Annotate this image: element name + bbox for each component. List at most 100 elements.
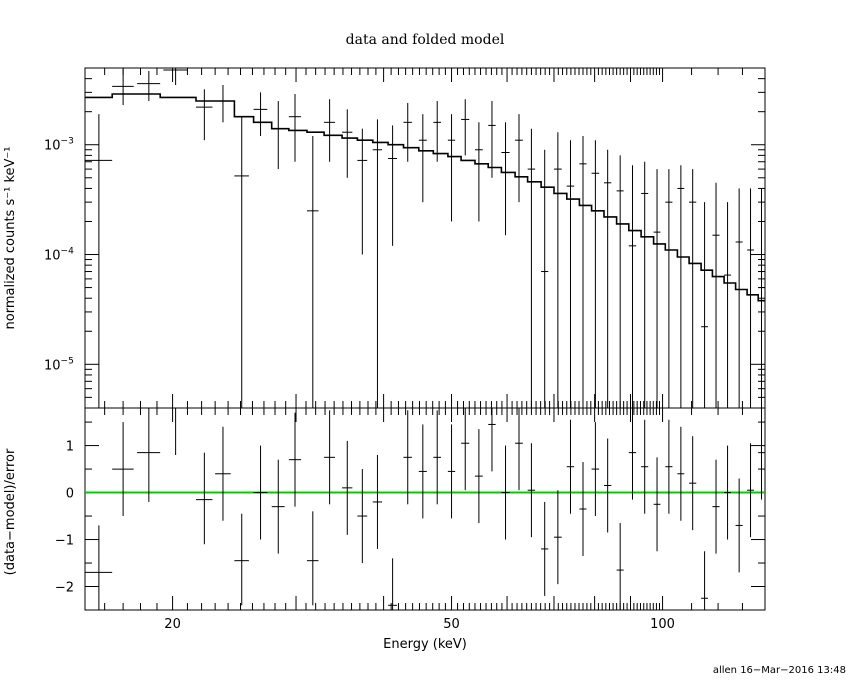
data-point bbox=[527, 128, 536, 408]
data-point bbox=[271, 101, 285, 170]
bottom-ytick-labels: 1 0 −1 −2 bbox=[55, 440, 74, 596]
data-point bbox=[603, 149, 612, 408]
bottom-panel: 1 0 −1 −2 20 50 100 (data−model)/error Energy… bbox=[3, 407, 766, 652]
residual-point bbox=[665, 419, 673, 514]
data-point bbox=[447, 114, 456, 222]
bottom-panel-frame bbox=[84, 407, 766, 611]
residual-point bbox=[357, 469, 368, 564]
data-point bbox=[566, 140, 575, 408]
residual-point bbox=[253, 445, 268, 540]
residual-point bbox=[616, 523, 624, 610]
residual-point bbox=[747, 443, 754, 538]
residual-point bbox=[701, 551, 709, 610]
chart-title: data and folded model bbox=[346, 32, 505, 48]
data-point bbox=[553, 132, 562, 408]
residual-point bbox=[603, 438, 612, 533]
residual-point bbox=[488, 408, 496, 472]
residual-point bbox=[418, 424, 427, 519]
data-point bbox=[653, 169, 661, 408]
data-point bbox=[515, 114, 523, 203]
residual-point bbox=[501, 445, 510, 540]
data-point bbox=[418, 114, 427, 203]
data-points bbox=[85, 68, 765, 408]
y-tick-label: −1 bbox=[55, 534, 74, 549]
data-point bbox=[701, 202, 709, 408]
y-tick-label: 10−3 bbox=[44, 137, 74, 154]
xlabel: Energy (keV) bbox=[383, 637, 467, 652]
data-point bbox=[288, 93, 302, 162]
data-point bbox=[747, 188, 754, 408]
model-step-line bbox=[85, 93, 765, 302]
residual-point bbox=[677, 426, 685, 521]
data-point bbox=[357, 128, 368, 255]
residual-point bbox=[447, 424, 456, 519]
residual-point bbox=[403, 410, 412, 505]
residual-point bbox=[628, 408, 637, 500]
residual-point bbox=[591, 422, 600, 517]
data-point bbox=[306, 136, 319, 408]
data-point bbox=[215, 85, 231, 123]
data-point bbox=[641, 161, 649, 408]
residual-point bbox=[324, 410, 336, 505]
residual-point bbox=[641, 419, 649, 514]
top-ytick-labels: 10−3 10−4 10−5 bbox=[44, 137, 74, 374]
top-panel-ticks bbox=[85, 67, 766, 409]
footer-stamp: allen 16−Mar−2016 13:48 bbox=[713, 665, 846, 676]
residual-point bbox=[579, 462, 587, 556]
data-point bbox=[234, 116, 249, 408]
residual-point bbox=[689, 436, 697, 531]
data-point bbox=[677, 165, 685, 408]
x-tick-label: 100 bbox=[650, 617, 675, 632]
data-point bbox=[591, 140, 600, 408]
data-point bbox=[324, 99, 336, 162]
residual-point bbox=[515, 408, 523, 491]
data-point bbox=[474, 122, 483, 222]
data-point bbox=[579, 136, 587, 408]
data-point bbox=[388, 125, 398, 246]
data-point bbox=[665, 169, 673, 408]
residual-point bbox=[527, 443, 536, 538]
residual-points bbox=[85, 407, 765, 610]
y-tick-label: 10−4 bbox=[44, 247, 74, 264]
residual-point bbox=[758, 408, 765, 500]
residual-point bbox=[85, 525, 113, 610]
data-point bbox=[628, 165, 637, 408]
residual-point bbox=[112, 422, 134, 517]
x-tick-label: 20 bbox=[164, 617, 181, 632]
data-point bbox=[461, 99, 470, 156]
y-tick-label: 10−5 bbox=[44, 356, 74, 373]
top-panel: 10−3 10−4 10−5 normalized counts s⁻¹ keV⁻¹ bbox=[3, 67, 766, 409]
data-point bbox=[689, 169, 697, 408]
y-tick-label: 1 bbox=[66, 440, 74, 455]
data-point bbox=[433, 101, 442, 162]
data-point bbox=[758, 188, 765, 408]
y-tick-label: 0 bbox=[66, 487, 74, 502]
data-point bbox=[712, 182, 720, 408]
data-point bbox=[372, 119, 383, 408]
residual-point bbox=[271, 459, 285, 554]
data-point bbox=[112, 68, 134, 106]
residual-point bbox=[372, 454, 383, 549]
residual-point bbox=[433, 410, 442, 505]
data-point bbox=[616, 155, 624, 408]
data-point bbox=[541, 149, 549, 408]
bottom-panel-ticks bbox=[85, 408, 766, 611]
data-point bbox=[137, 70, 161, 102]
y-tick-label: −2 bbox=[55, 581, 74, 596]
bottom-xtick-labels: 20 50 100 bbox=[164, 617, 675, 632]
residual-point bbox=[735, 478, 743, 573]
data-point bbox=[403, 102, 412, 162]
residual-point bbox=[566, 419, 575, 514]
residual-point bbox=[553, 490, 562, 585]
residual-point bbox=[724, 445, 731, 540]
data-point bbox=[196, 89, 213, 141]
residual-point bbox=[388, 558, 398, 610]
residual-point bbox=[712, 459, 720, 554]
residual-point bbox=[306, 511, 319, 606]
x-tick-label: 50 bbox=[443, 617, 460, 632]
residual-point bbox=[288, 412, 302, 507]
residual-point bbox=[163, 407, 188, 455]
top-ylabel: normalized counts s⁻¹ keV⁻¹ bbox=[3, 147, 18, 330]
residual-point bbox=[474, 429, 483, 524]
